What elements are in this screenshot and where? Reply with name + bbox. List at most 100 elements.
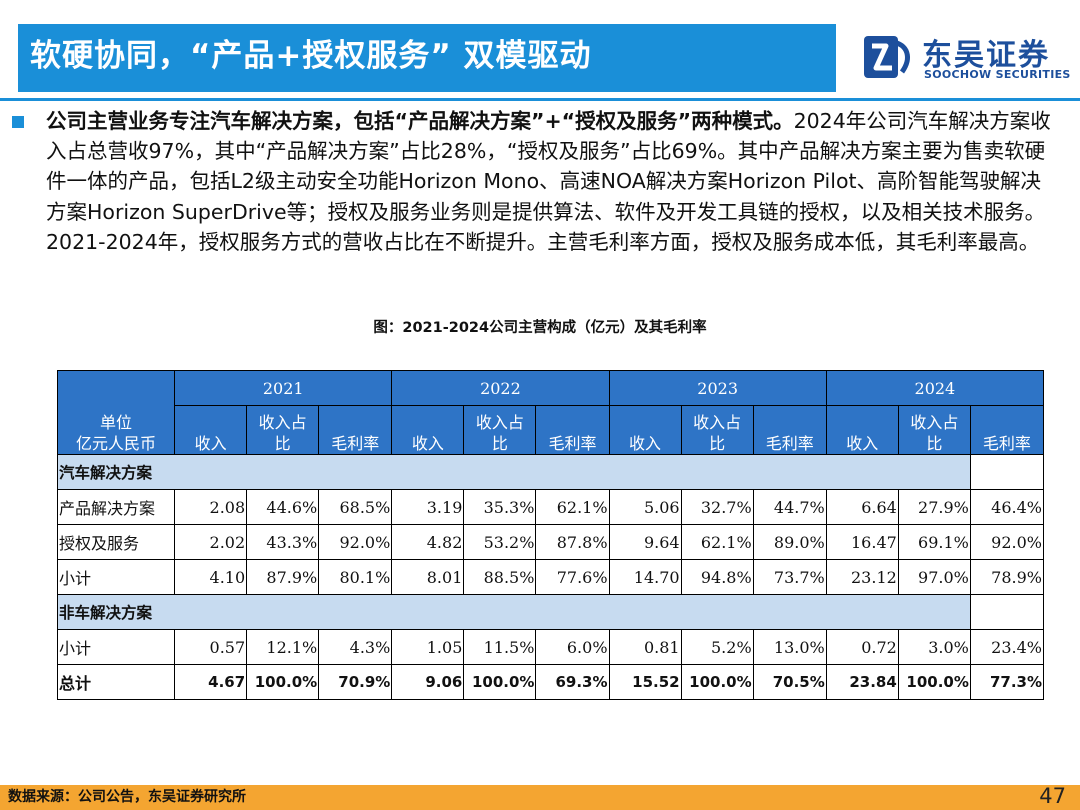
value-cell: 92.0% bbox=[318, 524, 393, 560]
value-cell: 23.84 bbox=[825, 664, 899, 700]
value-cell: 4.3% bbox=[318, 629, 393, 665]
value-cell: 0.72 bbox=[825, 629, 899, 665]
soochow-logo: 东吴证券 SOOCHOW SECURITIES bbox=[862, 30, 1072, 90]
section-row: 汽车解决方案 bbox=[57, 454, 1045, 490]
bullet-square-icon bbox=[12, 116, 24, 128]
unit-header-cell: 单位 亿元人民币 bbox=[56, 370, 176, 455]
value-cell: 100.0% bbox=[680, 664, 754, 700]
section-title: 汽车解决方案 bbox=[57, 454, 971, 490]
revenue-share-header-line1: 收入占 bbox=[258, 413, 307, 432]
value-cell: 80.1% bbox=[318, 559, 393, 595]
table-row: 小计 4.10 87.9% 80.1% 8.01 88.5% 77.6% 14.70 94.8%… bbox=[56, 559, 1045, 595]
value-cell: 9.06 bbox=[391, 664, 465, 700]
gross-margin-header: 毛利率 bbox=[535, 405, 610, 455]
revenue-share-header-line1: 收入占 bbox=[910, 413, 959, 432]
value-cell: 12.1% bbox=[246, 629, 320, 665]
revenue-header: 收入 bbox=[825, 405, 899, 455]
value-cell: 77.3% bbox=[969, 664, 1045, 700]
value-cell: 5.06 bbox=[608, 489, 682, 525]
value-cell: 2.08 bbox=[174, 489, 248, 525]
row-label: 产品解决方案 bbox=[56, 489, 176, 525]
revenue-share-header-line2: 比 bbox=[274, 434, 291, 453]
value-cell: 14.70 bbox=[608, 559, 682, 595]
value-cell: 4.82 bbox=[391, 524, 465, 560]
value-cell: 35.3% bbox=[463, 489, 537, 525]
revenue-share-header: 收入占比 bbox=[246, 405, 320, 455]
value-cell: 13.0% bbox=[752, 629, 827, 665]
value-cell: 62.1% bbox=[535, 489, 610, 525]
header-divider bbox=[0, 98, 1080, 101]
table-row: 授权及服务 2.02 43.3% 92.0% 4.82 53.2% 87.8% 9.64 62.… bbox=[56, 524, 1045, 560]
revenue-header: 收入 bbox=[608, 405, 682, 455]
year-header: 2023 bbox=[608, 370, 827, 406]
revenue-share-header-line1: 收入占 bbox=[693, 413, 742, 432]
revenue-structure-table: 单位 亿元人民币 2021 2022 2023 2024 收入 收入占比毛利率 收入… bbox=[56, 370, 1045, 700]
value-cell: 77.6% bbox=[535, 559, 610, 595]
value-cell: 89.0% bbox=[752, 524, 827, 560]
footer-bar: 数据来源：公司公告，东吴证券研究所 47 bbox=[0, 784, 1080, 810]
value-cell: 73.7% bbox=[752, 559, 827, 595]
value-cell: 69.3% bbox=[535, 664, 610, 700]
section-row: 非车解决方案 bbox=[57, 594, 1045, 630]
value-cell: 100.0% bbox=[463, 664, 537, 700]
value-cell: 15.52 bbox=[608, 664, 682, 700]
value-cell: 23.4% bbox=[969, 629, 1045, 665]
value-cell: 2.02 bbox=[174, 524, 248, 560]
revenue-share-header-line2: 比 bbox=[709, 434, 726, 453]
title-bar: 软硬协同，“产品+授权服务” 双模驱动 bbox=[18, 24, 836, 92]
revenue-header: 收入 bbox=[174, 405, 248, 455]
value-cell: 70.9% bbox=[318, 664, 393, 700]
value-cell: 32.7% bbox=[680, 489, 754, 525]
figure-title: 图：2021-2024公司主营构成（亿元）及其毛利率 bbox=[373, 320, 707, 336]
table-body: 单位 亿元人民币 2021 2022 2023 2024 收入 收入占比毛利率 收入… bbox=[56, 370, 1045, 700]
unit-label: 单位 bbox=[100, 413, 133, 432]
value-cell: 70.5% bbox=[752, 664, 827, 700]
value-cell: 100.0% bbox=[246, 664, 320, 700]
revenue-share-header-line2: 比 bbox=[926, 434, 943, 453]
gross-margin-header: 毛利率 bbox=[752, 405, 827, 455]
value-cell: 100.0% bbox=[897, 664, 971, 700]
value-cell: 6.0% bbox=[535, 629, 610, 665]
value-cell: 27.9% bbox=[897, 489, 971, 525]
value-cell: 68.5% bbox=[318, 489, 393, 525]
summary-lead: 公司主营业务专注汽车解决方案，包括“产品解决方案”+“授权及服务”两种模式。 bbox=[46, 109, 794, 133]
value-cell: 6.64 bbox=[825, 489, 899, 525]
row-label: 授权及服务 bbox=[56, 524, 176, 560]
revenue-share-header: 收入占比 bbox=[680, 405, 754, 455]
table-row: 总计 4.67 100.0% 70.9% 9.06 100.0% 69.3% 15.52 100… bbox=[56, 664, 1045, 700]
value-cell: 5.2% bbox=[680, 629, 754, 665]
value-cell: 94.8% bbox=[680, 559, 754, 595]
logo-english-name: SOOCHOW SECURITIES bbox=[924, 68, 1071, 81]
value-cell: 46.4% bbox=[969, 489, 1045, 525]
slide-title: 软硬协同，“产品+授权服务” 双模驱动 bbox=[30, 38, 592, 74]
value-cell: 78.9% bbox=[969, 559, 1045, 595]
revenue-share-header: 收入占比 bbox=[897, 405, 971, 455]
value-cell: 0.57 bbox=[174, 629, 248, 665]
value-cell: 44.7% bbox=[752, 489, 827, 525]
summary-paragraph: 公司主营业务专注汽车解决方案，包括“产品解决方案”+“授权及服务”两种模式。20… bbox=[46, 106, 1061, 257]
data-source: 数据来源：公司公告，东吴证券研究所 bbox=[8, 789, 246, 805]
row-label: 小计 bbox=[56, 559, 176, 595]
year-header: 2022 bbox=[391, 370, 610, 406]
value-cell: 4.10 bbox=[174, 559, 248, 595]
value-cell: 3.19 bbox=[391, 489, 465, 525]
section-blank-cell bbox=[969, 594, 1045, 630]
row-label: 小计 bbox=[56, 629, 176, 665]
summary-body: 2024年公司汽车解决方案收入占总营收97%，其中“产品解决方案”占比28%，“… bbox=[46, 109, 1051, 254]
revenue-share-header-line2: 比 bbox=[491, 434, 508, 453]
table-row: 产品解决方案 2.08 44.6% 68.5% 3.19 35.3% 62.1% 5.06 32… bbox=[56, 489, 1045, 525]
value-cell: 0.81 bbox=[608, 629, 682, 665]
value-cell: 4.67 bbox=[174, 664, 248, 700]
sub-header-row: 收入 收入占比毛利率 收入 收入占比毛利率 收入 收入占比毛利率 收入 收入占比毛利率 bbox=[58, 405, 1045, 455]
value-cell: 8.01 bbox=[391, 559, 465, 595]
gross-margin-header: 毛利率 bbox=[318, 405, 393, 455]
page-number: 47 bbox=[1039, 784, 1066, 808]
revenue-share-header: 收入占比 bbox=[463, 405, 537, 455]
gross-margin-header: 毛利率 bbox=[969, 405, 1045, 455]
table-row: 小计 0.57 12.1% 4.3% 1.05 11.5% 6.0% 0.81 5.2% 13.0… bbox=[56, 629, 1045, 665]
soochow-logo-icon bbox=[864, 36, 910, 78]
value-cell: 23.12 bbox=[825, 559, 899, 595]
value-cell: 43.3% bbox=[246, 524, 320, 560]
value-cell: 3.0% bbox=[897, 629, 971, 665]
section-title: 非车解决方案 bbox=[57, 594, 971, 630]
